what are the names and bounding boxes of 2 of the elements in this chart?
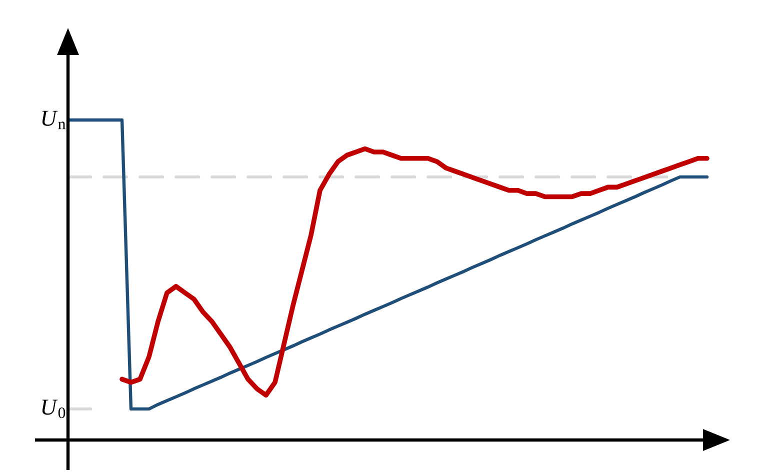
ref-line-label: U$_{0}$	[42, 400, 66, 418]
text: U$_{n}$	[42, 110, 66, 130]
